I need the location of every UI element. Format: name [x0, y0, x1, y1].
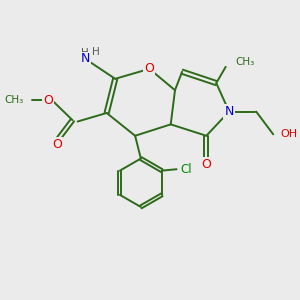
Text: Cl: Cl	[181, 163, 192, 176]
Text: O: O	[43, 94, 53, 107]
Text: CH₃: CH₃	[4, 95, 23, 105]
Text: CH₃: CH₃	[236, 57, 255, 67]
Text: O: O	[201, 158, 211, 171]
Text: H: H	[81, 48, 88, 58]
Text: O: O	[52, 138, 62, 151]
Text: N: N	[224, 105, 234, 118]
Text: N: N	[81, 52, 90, 65]
Text: OH: OH	[280, 129, 298, 139]
Text: H: H	[92, 47, 100, 57]
Text: O: O	[144, 62, 154, 75]
